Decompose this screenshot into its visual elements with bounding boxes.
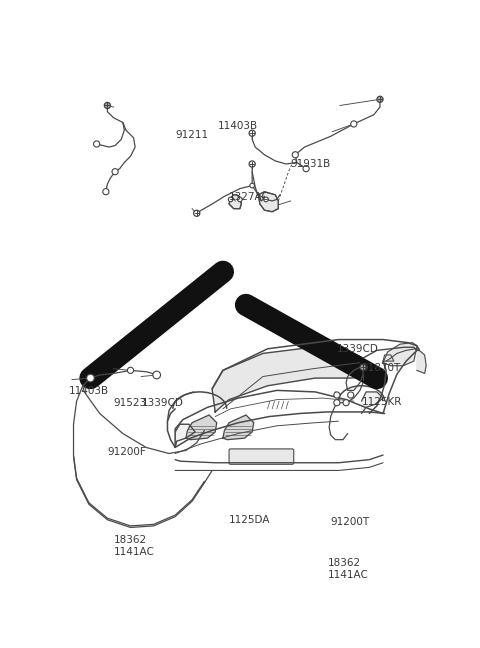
Circle shape [238,197,242,202]
Circle shape [250,183,254,188]
Text: 1125DA: 1125DA [229,515,271,525]
Polygon shape [186,415,217,439]
Text: 91931B: 91931B [291,159,331,169]
Text: 91211: 91211 [175,130,208,140]
Circle shape [377,97,383,102]
Text: 11403B: 11403B [69,386,109,396]
Text: 1339CD: 1339CD [337,344,379,354]
Circle shape [348,392,354,398]
Polygon shape [212,347,366,412]
Polygon shape [223,415,254,439]
Polygon shape [229,195,241,209]
Polygon shape [361,392,383,413]
Text: 11403B: 11403B [218,121,258,131]
Circle shape [303,165,309,172]
Text: 91200F: 91200F [108,447,146,457]
Circle shape [86,374,94,382]
Circle shape [153,371,160,379]
Text: 91523: 91523 [114,398,147,408]
Circle shape [343,400,349,406]
Circle shape [228,197,233,202]
Circle shape [127,367,133,373]
Circle shape [193,210,200,216]
Text: 18362
1141AC: 18362 1141AC [328,558,369,580]
Text: 18362
1141AC: 18362 1141AC [114,535,155,557]
Text: 91870T: 91870T [361,363,401,373]
Circle shape [264,197,268,202]
Circle shape [249,130,255,136]
Circle shape [360,364,366,371]
Circle shape [334,392,340,398]
Circle shape [292,152,299,158]
Circle shape [104,102,110,109]
Polygon shape [417,351,426,373]
Circle shape [249,161,255,167]
Circle shape [334,400,340,406]
Text: 91200T: 91200T [331,516,370,527]
Text: 1327AC: 1327AC [229,192,270,202]
Text: 1125KR: 1125KR [361,397,402,406]
Circle shape [351,121,357,127]
Text: 1339CD: 1339CD [142,398,184,408]
Circle shape [94,141,100,147]
Circle shape [112,168,118,175]
Polygon shape [258,192,278,212]
Polygon shape [383,343,417,365]
FancyBboxPatch shape [229,449,294,465]
Polygon shape [175,424,195,447]
Circle shape [103,189,109,195]
